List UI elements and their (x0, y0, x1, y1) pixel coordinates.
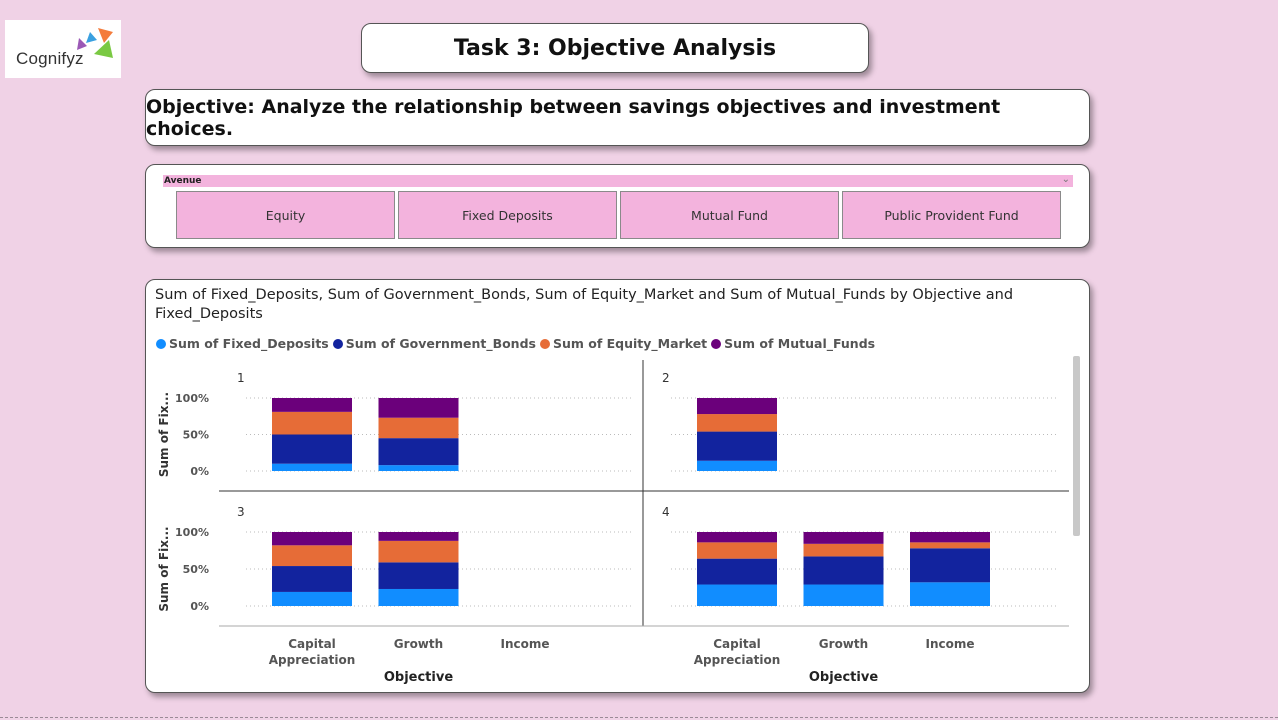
legend-dot (332, 338, 343, 349)
chart-title-line1: Sum of Fixed_Deposits, Sum of Government… (155, 287, 1014, 303)
legend-item-government-bonds[interactable]: Sum of Government_Bonds (332, 336, 536, 351)
logo-triangles-icon (77, 28, 113, 58)
legend-item-equity-market[interactable]: Sum of Equity_Market (539, 336, 708, 351)
bar-segment-fixed-deposits (272, 591, 352, 606)
chart-title: Sum of Fixed_Deposits, Sum of Government… (155, 286, 1055, 324)
bar-segment-government-bonds (697, 431, 777, 461)
y-axis-title: Sum of Fix... (157, 392, 171, 477)
x-tick-label: Capital (288, 637, 336, 651)
bar-segment-fixed-deposits (910, 582, 990, 606)
bar-segment-government-bonds (910, 548, 990, 583)
y-tick-label: 50% (183, 563, 209, 576)
y-tick-label: 100% (175, 526, 209, 539)
bar-segment-fixed-deposits (803, 584, 884, 606)
y-tick-label: 50% (183, 429, 209, 442)
legend-dot (711, 338, 722, 349)
bar-segment-mutual-funds (697, 532, 777, 543)
panel-label: 3 (237, 505, 245, 519)
legend-item-mutual-funds[interactable]: Sum of Mutual_Funds (711, 336, 875, 351)
logo-text: Cognifyz (16, 49, 84, 68)
panel-label: 4 (662, 505, 670, 519)
bar-segment-equity-market (378, 540, 459, 563)
x-tick-label: Appreciation (269, 653, 355, 667)
legend-dot (156, 338, 166, 349)
bar-segment-equity-market (697, 414, 777, 432)
chart-scrollbar[interactable] (1073, 356, 1080, 536)
x-axis-title: Objective (384, 670, 453, 685)
bar-segment-mutual-funds (378, 532, 459, 541)
bar-segment-mutual-funds (697, 398, 777, 415)
chart-title-line2: Fixed_Deposits (155, 306, 263, 322)
bar-segment-government-bonds (272, 566, 352, 592)
bar-segment-equity-market (378, 417, 459, 439)
bar-segment-fixed-deposits (697, 460, 777, 471)
y-tick-label: 0% (190, 600, 209, 613)
legend-item-fixed-deposits[interactable]: Sum of Fixed_Deposits (156, 336, 329, 351)
chart-plot-area: 1 0% 50% 100% Sum of Fix... 2 3 0% 50% 100% Sum of… (157, 360, 1069, 685)
bar-segment-mutual-funds (272, 532, 352, 546)
stacked-bar-chart-card: Sum of Fixed_Deposits, Sum of Government… (145, 279, 1090, 693)
bar-segment-fixed-deposits (697, 584, 777, 606)
panel-label: 2 (662, 371, 670, 385)
bar-segment-government-bonds (378, 438, 459, 466)
legend-label: Sum of Equity_Market (552, 336, 708, 351)
y-tick-label: 0% (190, 465, 209, 478)
legend-label: Sum of Mutual_Funds (724, 336, 876, 351)
slicer-option-equity[interactable]: Equity (176, 191, 395, 239)
bar-segment-fixed-deposits (378, 465, 459, 471)
bar-segment-mutual-funds (803, 532, 884, 544)
legend-label: Sum of Government_Bonds (345, 336, 536, 351)
bar-segment-fixed-deposits (272, 463, 352, 471)
slicer-option-fixed-deposits[interactable]: Fixed Deposits (398, 191, 617, 239)
bar-segment-equity-market (910, 542, 990, 549)
slicer-option-mutual-fund[interactable]: Mutual Fund (620, 191, 839, 239)
bar-segment-government-bonds (378, 562, 459, 589)
x-tick-label: Income (925, 637, 974, 651)
legend-dot (539, 338, 550, 349)
slicer-option-public-provident-fund[interactable]: Public Provident Fund (842, 191, 1061, 239)
page-title: Task 3: Objective Analysis (453, 35, 777, 61)
bar-segment-mutual-funds (378, 398, 459, 418)
slicer-header[interactable]: Avenue ⌄ (163, 174, 1073, 187)
x-axis-title: Objective (809, 670, 878, 685)
x-tick-label: Growth (819, 637, 868, 651)
y-tick-label: 100% (175, 392, 209, 405)
page-title-card: Task 3: Objective Analysis (361, 23, 869, 73)
slicer-field-label: Avenue (164, 176, 202, 186)
x-tick-label: Capital (713, 637, 761, 651)
x-tick-label: Growth (394, 637, 443, 651)
x-tick-label: Income (500, 637, 549, 651)
avenue-slicer: Avenue ⌄ Equity Fixed Deposits Mutual Fu… (145, 164, 1090, 248)
chart-legend: Sum of Fixed_Deposits Sum of Government_… (156, 336, 879, 351)
bar-segment-equity-market (803, 543, 884, 557)
x-tick-label: Appreciation (694, 653, 780, 667)
bar-segment-equity-market (272, 545, 352, 567)
bar-segment-fixed-deposits (378, 588, 459, 606)
page-bottom-divider (0, 717, 1278, 718)
legend-label: Sum of Fixed_Deposits (169, 336, 329, 351)
bar-segment-mutual-funds (272, 398, 352, 412)
panel-label: 1 (237, 371, 245, 385)
chevron-down-icon[interactable]: ⌄ (1061, 174, 1070, 185)
bar-segment-equity-market (272, 411, 352, 435)
y-axis-title: Sum of Fix... (157, 526, 171, 611)
bar-segment-equity-market (697, 542, 777, 559)
objective-card: Objective: Analyze the relationship betw… (145, 89, 1090, 146)
objective-text: Objective: Analyze the relationship betw… (146, 95, 1001, 140)
bar-segment-government-bonds (272, 434, 352, 464)
bar-segment-government-bonds (697, 558, 777, 585)
bar-segment-mutual-funds (910, 532, 990, 543)
bar-segment-government-bonds (803, 556, 884, 585)
cognifyz-logo: Cognifyz (5, 20, 121, 78)
